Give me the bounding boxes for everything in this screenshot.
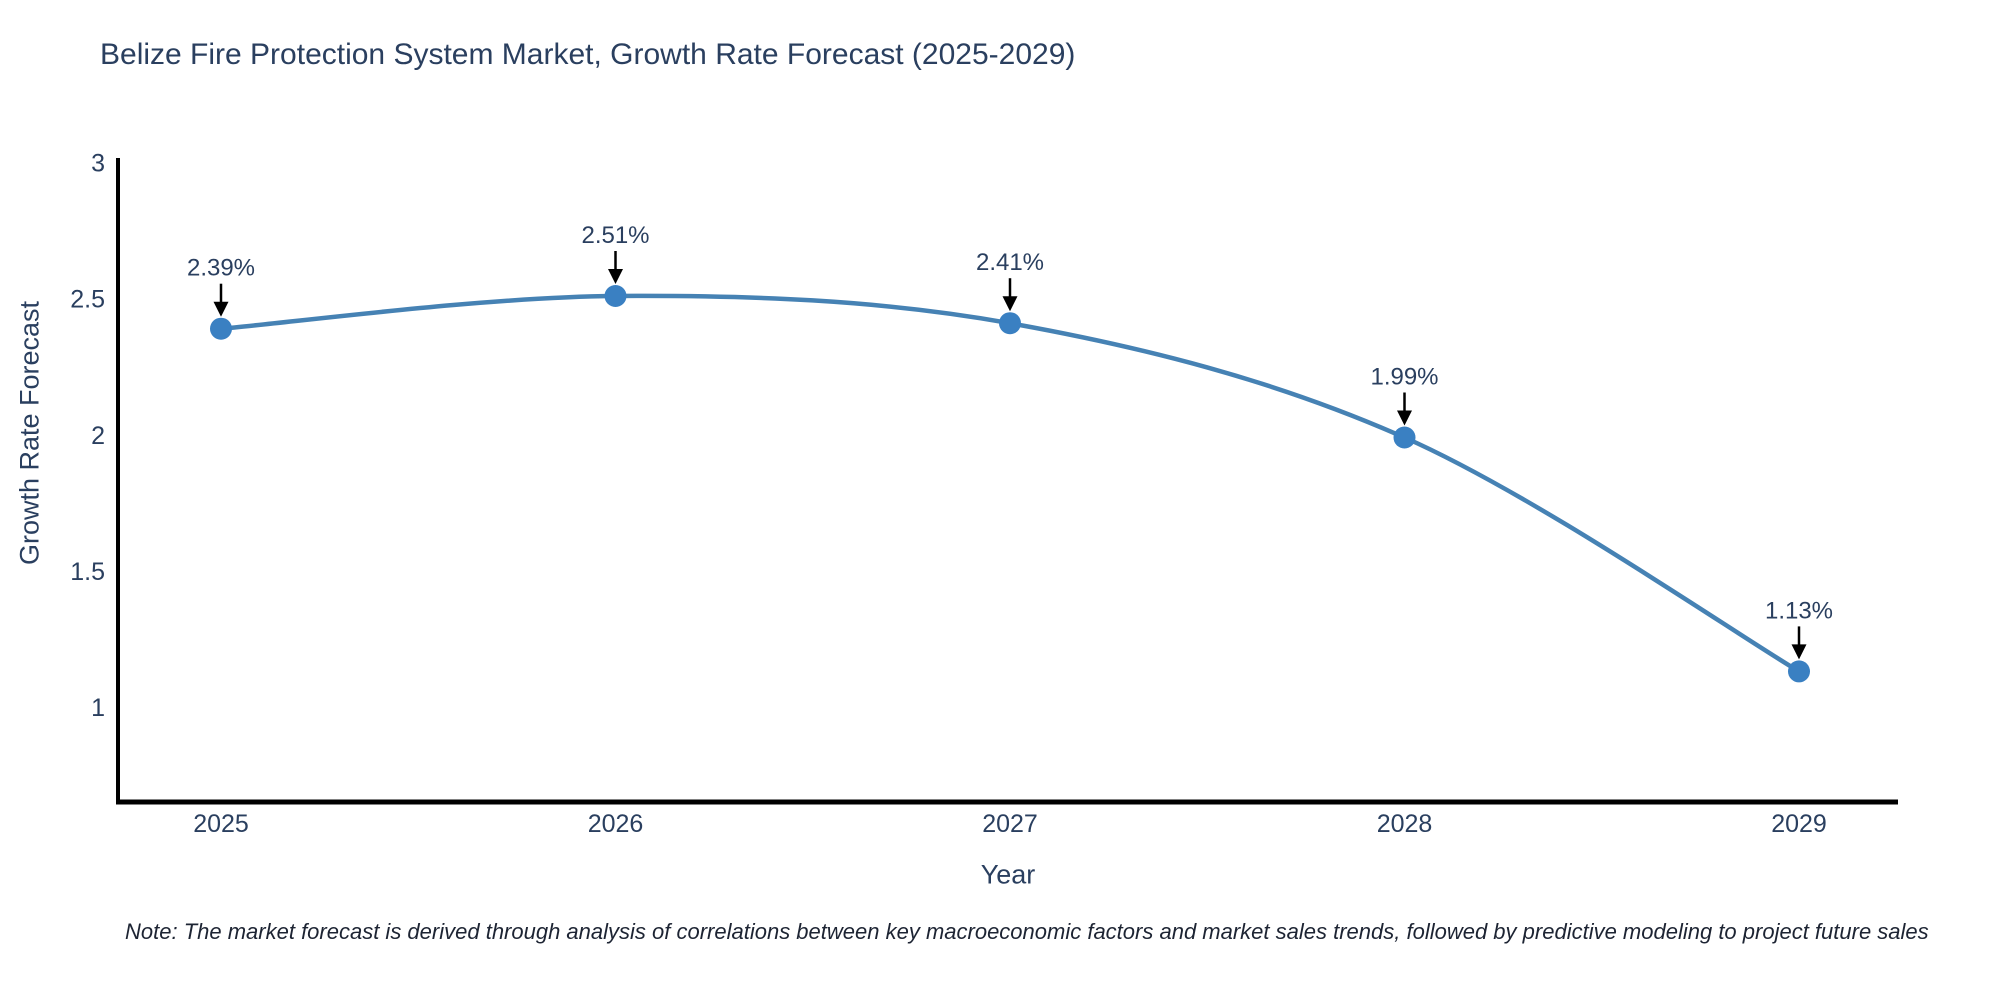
y-tick-label: 1 (91, 694, 105, 722)
x-tick-label: 2027 (982, 810, 1038, 838)
annotation-arrowhead-icon (1397, 410, 1412, 426)
annotation-arrowhead-icon (1791, 644, 1807, 660)
annotation-arrowhead-icon (1002, 296, 1018, 312)
x-tick-label: 2025 (193, 810, 249, 838)
annotation-arrowhead-icon (213, 301, 229, 317)
point-value-label: 2.39% (187, 255, 255, 282)
series-line (220, 293, 1801, 674)
series-markers (210, 285, 1810, 683)
data-point-marker[interactable] (210, 317, 232, 340)
x-tick-label: 2026 (588, 810, 644, 838)
x-tick-label: 2029 (1771, 810, 1827, 838)
x-tick-label: 2028 (1377, 810, 1433, 838)
data-point-marker[interactable] (1393, 426, 1416, 449)
y-tick-label: 3 (91, 150, 105, 178)
point-annotations: 2.39% 2.51% 2.41% 1.99% 1.13% (187, 222, 1833, 660)
point-value-label: 2.51% (581, 222, 649, 249)
data-point-marker[interactable] (1788, 660, 1810, 683)
data-point-marker[interactable] (604, 285, 627, 307)
annotation-arrowhead-icon (608, 269, 623, 284)
footnote: Note: The market forecast is derived thr… (125, 919, 1929, 944)
y-axis-tick-labels: 1 1.5 2 2.5 3 (70, 150, 105, 722)
y-tick-label: 2.5 (70, 286, 105, 314)
chart-title: Belize Fire Protection System Market, Gr… (100, 38, 1076, 71)
x-axis-title: Year (980, 859, 1036, 890)
y-tick-label: 1.5 (70, 558, 105, 586)
data-point-marker[interactable] (999, 312, 1021, 335)
x-axis-tick-labels: 2025 2026 2027 2028 2029 (193, 810, 1827, 838)
point-value-label: 1.13% (1765, 597, 1833, 624)
y-tick-label: 2 (91, 422, 105, 450)
point-value-label: 1.99% (1370, 364, 1438, 391)
point-value-label: 2.41% (976, 249, 1044, 276)
